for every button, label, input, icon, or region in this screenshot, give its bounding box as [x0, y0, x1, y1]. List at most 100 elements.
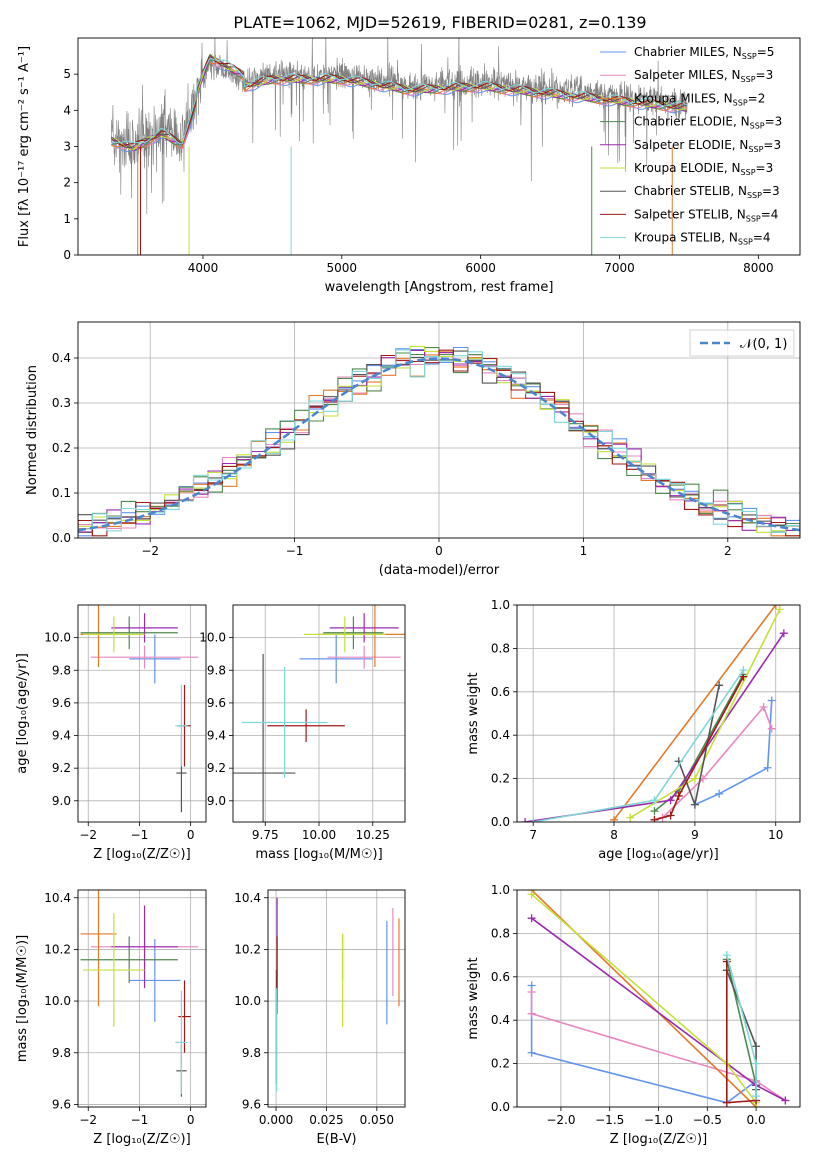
y-axis-label: mass [log₁₀(M/M☉)] [15, 935, 30, 1062]
model-spectrum-1 [111, 58, 687, 152]
legend: Chabrier MILES, NSSP=5 Salpeter MILES, NS… [600, 45, 782, 247]
y-tick-label: 5 [63, 67, 71, 81]
series-marker-8 [650, 815, 659, 822]
y-tick-label: 0.0 [491, 815, 510, 829]
y-tick-label: 10.0 [44, 631, 71, 645]
x-tick-label: −0.5 [693, 1113, 722, 1127]
series-line-8 [654, 676, 745, 821]
y-tick-label: 9.0 [52, 794, 71, 808]
y-tick-label: 0.3 [52, 396, 71, 410]
series-line-4 [653, 674, 745, 812]
series-marker-2 [767, 724, 776, 733]
x-tick-label: −2 [141, 544, 159, 558]
series-line-5 [524, 632, 785, 822]
observed-spectrum [111, 38, 688, 215]
y-tick-label: 0.6 [491, 685, 510, 699]
x-tick-label: −2.0 [546, 1113, 575, 1127]
chart-8: −2.0 −1.5 −1.0 −0.5 0.0 0.0 0.2 0.4 0.6 0.8 1.0 Z [… [466, 883, 801, 1147]
x-axis-label: age [log₁₀(age/yr)] [598, 847, 719, 862]
y-axis-label: mass weight [466, 957, 481, 1039]
series-line-2 [530, 992, 786, 1102]
y-tick-label: 10.2 [234, 942, 261, 956]
model-spectrum-7 [111, 53, 687, 148]
point-2 [90, 645, 199, 669]
point-2 [327, 645, 401, 669]
axes-frame [77, 321, 801, 539]
series-marker-3 [771, 605, 780, 609]
legend-label-3: Kroupa MILES, NSSP=2 [634, 91, 765, 107]
x-axis-label: wavelength [Angstrom, rest frame] [325, 280, 554, 295]
series-marker-4 [650, 807, 659, 816]
y-tick-label: 9.2 [52, 761, 71, 775]
series-marker-5 [779, 629, 788, 638]
x-tick-label: 0.000 [259, 1113, 293, 1127]
y-tick-label: 2 [63, 176, 71, 190]
legend-label-4: Chabrier ELODIE, NSSP=3 [634, 115, 782, 131]
x-tick-label: 4000 [188, 261, 219, 275]
series-marker-1 [527, 1048, 536, 1057]
point-1 [299, 634, 373, 684]
x-tick-label: −1.5 [595, 1113, 624, 1127]
y-tick-label: 0.0 [52, 531, 71, 545]
y-tick-label: 10.2 [44, 942, 71, 956]
x-tick-label: −1 [286, 544, 304, 558]
series-marker-7 [715, 681, 724, 690]
plot-area [78, 605, 206, 822]
point-4 [80, 936, 178, 983]
y-tick-label: 0.8 [491, 641, 510, 655]
x-tick-label: 1 [580, 544, 588, 558]
x-tick-label: 10.00 [302, 828, 336, 842]
chart-1: 4000 5000 6000 7000 8000 0 1 2 3 4 5 wavelength [An… [17, 37, 801, 295]
legend-label-9: Kroupa STELIB, NSSP=4 [634, 231, 771, 247]
point-8 [178, 980, 191, 1053]
x-tick-label: 10.25 [356, 828, 390, 842]
y-tick-label: 0.0 [491, 1100, 510, 1114]
x-tick-label: 8000 [743, 261, 774, 275]
series-marker-5 [527, 914, 536, 923]
y-tick-label: 0.8 [491, 926, 510, 940]
point-5 [111, 905, 178, 989]
axes-frame [77, 889, 207, 1108]
chart-3: −2 −1 0 9.0 9.2 9.4 9.6 9.8 10.0 Z [log₁₀(Z/Z☉)] a… [15, 604, 207, 862]
series-line-1 [530, 985, 757, 1104]
series-marker-6 [690, 774, 699, 783]
axes-frame [77, 604, 207, 823]
x-tick-label: 0.050 [360, 1113, 394, 1127]
chart-6: −2 −1 0 9.6 9.8 10.0 10.2 10.4 Z [log₁₀(Z/Z☉)] ma… [15, 889, 207, 1147]
axes-frame [516, 889, 801, 1108]
plot-area [78, 322, 800, 538]
x-tick-label: 6000 [465, 261, 496, 275]
point-5 [111, 613, 178, 643]
point-3 [80, 890, 117, 1007]
series-marker-1 [763, 763, 772, 772]
y-tick-label: 9.6 [207, 696, 226, 710]
x-tick-label: −2 [79, 828, 97, 842]
x-tick-label: −1.0 [644, 1113, 673, 1127]
y-tick-label: 0.4 [491, 728, 510, 742]
point-1 [129, 634, 181, 684]
y-tick-label: 3 [63, 140, 71, 154]
series-marker-6 [527, 890, 536, 899]
y-tick-label: 10.0 [199, 631, 226, 645]
series-marker-7 [690, 800, 699, 809]
series-marker-1 [767, 696, 776, 705]
y-tick-label: 10.4 [44, 891, 71, 905]
series-marker-8 [674, 791, 683, 800]
point-4 [80, 616, 178, 650]
y-tick-label: 9.4 [52, 729, 71, 743]
y-tick-label: 9.6 [52, 696, 71, 710]
series-marker-9 [529, 818, 538, 822]
x-axis-label: (data-model)/error [379, 563, 500, 578]
y-axis-label: age [log₁₀(age/yr)] [15, 653, 30, 774]
x-tick-label: 7 [529, 828, 537, 842]
axes-frame [232, 604, 406, 823]
series-marker-7 [752, 1042, 761, 1051]
y-tick-label: 9.2 [207, 761, 226, 775]
axes-frame [516, 604, 801, 823]
y-tick-label: 0.1 [52, 486, 71, 500]
x-tick-label: 7000 [604, 261, 635, 275]
series-marker-5 [781, 1096, 790, 1105]
plot-area [517, 890, 800, 1107]
plot-area [233, 605, 405, 822]
